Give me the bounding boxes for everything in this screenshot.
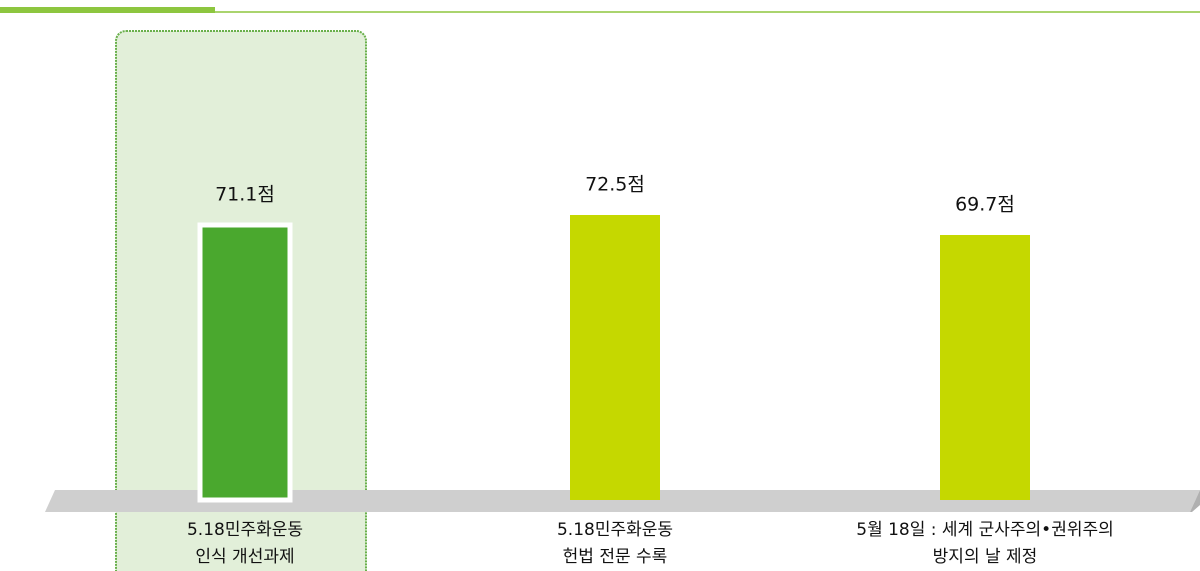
category-label: 5.18민주화운동 헌법 전문 수록 (556, 520, 674, 567)
value-label: 69.7점 (955, 194, 1015, 216)
category-label: 5월 18일 : 세계 군사주의•권위주의 방지의 날 제정 (856, 520, 1114, 567)
header-accent (0, 7, 215, 13)
bar (197, 222, 293, 503)
bar (570, 215, 660, 500)
value-label: 72.5점 (585, 174, 645, 196)
bar (940, 235, 1030, 500)
category-label: 5.18민주화운동 인식 개선과제 (186, 520, 304, 567)
value-label: 71.1점 (215, 184, 275, 206)
base-platform-edge (1190, 490, 1200, 512)
base-platform (45, 490, 1200, 512)
